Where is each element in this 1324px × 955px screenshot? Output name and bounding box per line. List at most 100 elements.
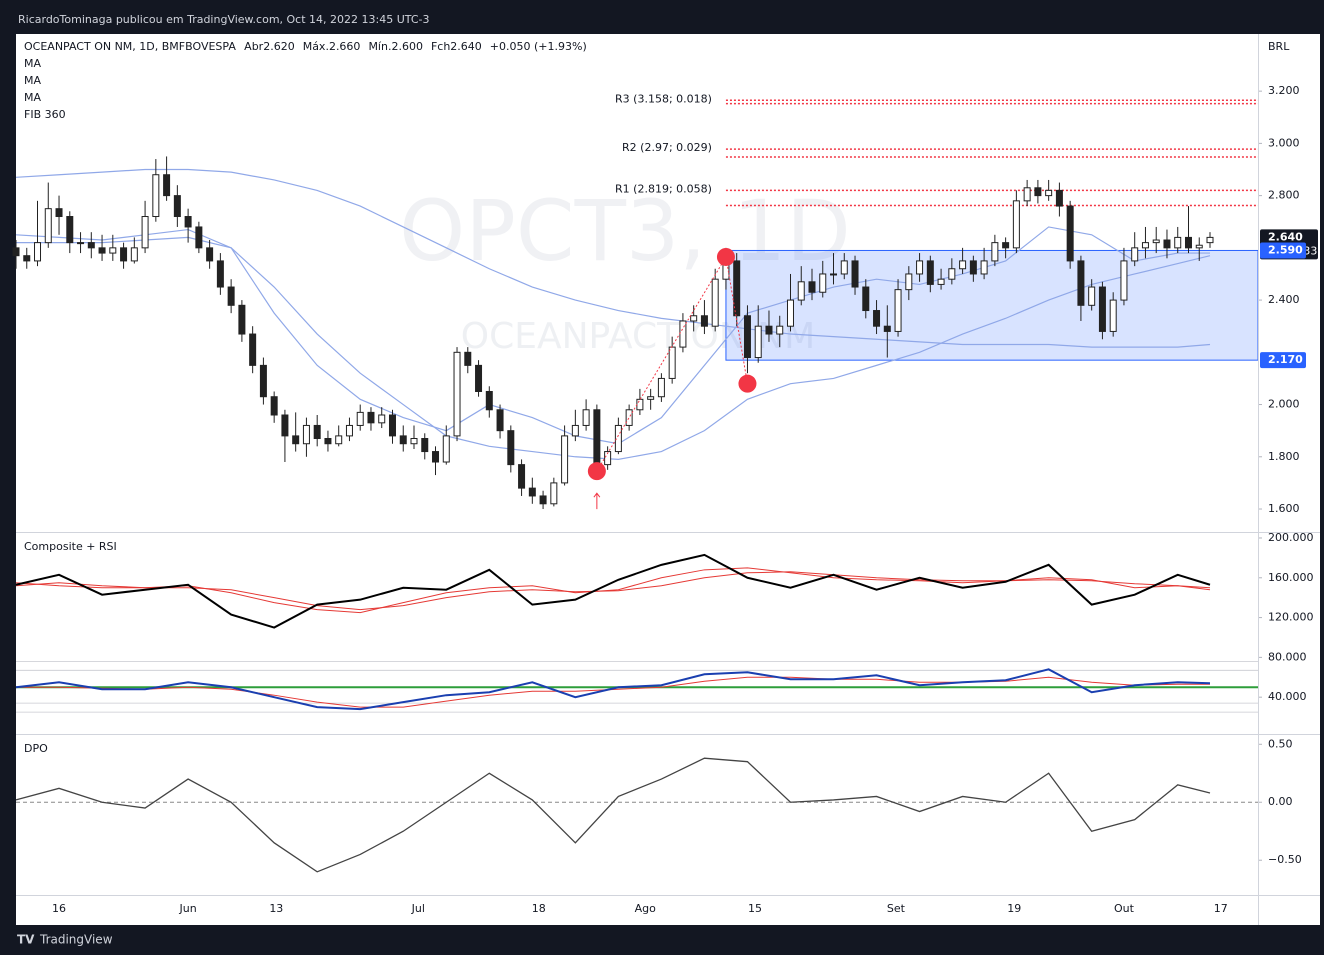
candle-body: [23, 255, 31, 262]
y-tick-label: 120.000: [1268, 611, 1314, 624]
candle-body: [1088, 286, 1096, 306]
x-tick-label: Jul: [411, 902, 425, 915]
candle-body: [1023, 187, 1031, 202]
y-tick-label: 3.200: [1268, 84, 1300, 97]
candle-body: [378, 414, 386, 424]
candle-body: [324, 438, 332, 445]
candle-body: [130, 247, 138, 262]
candle-body: [959, 260, 967, 270]
candle-body: [206, 247, 214, 262]
watermark: OPCT3, 1D: [399, 182, 851, 280]
candle-body: [432, 451, 440, 463]
candle-body: [507, 430, 515, 466]
candle-body: [840, 260, 848, 275]
candle-body: [873, 310, 881, 327]
candle-body: [1141, 242, 1149, 249]
y-tick-label: 1.800: [1268, 450, 1300, 463]
candle-body: [862, 286, 870, 312]
candle-body: [851, 260, 859, 288]
candle-body: [141, 216, 149, 249]
candle-body: [571, 424, 579, 437]
x-tick-label: 18: [532, 902, 546, 915]
candle-body: [1012, 200, 1020, 249]
candle-body: [668, 346, 676, 379]
candle-body: [12, 247, 20, 257]
pivot-marker: [716, 247, 735, 266]
candle-body: [991, 242, 999, 262]
candle-body: [44, 208, 52, 244]
candle-body: [109, 247, 117, 254]
candle-body: [550, 482, 558, 505]
candle-body: [733, 260, 741, 317]
indicator-label: MA: [24, 57, 41, 70]
last-price: 2.640: [1268, 230, 1303, 243]
indicator-label: FIB 360: [24, 108, 66, 121]
candle-body: [249, 333, 257, 366]
candle-body: [399, 435, 407, 445]
candle-body: [345, 424, 353, 437]
candle-body: [453, 351, 461, 437]
x-tick-label: Set: [887, 902, 906, 915]
candle-body: [754, 325, 762, 359]
candle-body: [195, 226, 203, 249]
candle-body: [765, 325, 773, 335]
candle-body: [830, 273, 838, 276]
indicator-label: MA: [24, 91, 41, 104]
candle-body: [1184, 236, 1192, 249]
candle-body: [216, 260, 224, 288]
candle-body: [1109, 299, 1117, 332]
candle-body: [87, 242, 95, 249]
candle-body: [259, 364, 267, 398]
indicator-label: MA: [24, 74, 41, 87]
candle-body: [485, 390, 493, 411]
high: Máx.2.660: [303, 40, 361, 53]
candle-body: [593, 409, 601, 466]
candle-body: [1045, 189, 1053, 197]
candle-body: [894, 289, 902, 332]
candle-body: [356, 411, 364, 426]
candle-body: [302, 424, 310, 445]
y-tick-label: 2.800: [1268, 189, 1300, 202]
y-tick-label: 0.50: [1268, 737, 1293, 750]
candle-body: [77, 242, 85, 245]
y-tick-label: 200.000: [1268, 531, 1314, 544]
candle-body: [120, 247, 128, 262]
legend-line: OCEANPACT ON NM, 1D, BMFBOVESPA Abr2.620 M…: [24, 40, 587, 53]
brand: TradingView: [39, 933, 113, 947]
y-tick-label: 1.600: [1268, 502, 1300, 515]
candle-body: [1206, 236, 1214, 244]
candle-body: [1077, 260, 1085, 306]
panel-title: Composite + RSI: [24, 540, 117, 553]
range-price: 2.590: [1268, 243, 1303, 256]
candle-body: [776, 325, 784, 335]
candle-body: [1120, 260, 1128, 301]
candle-body: [518, 464, 526, 489]
candle-body: [388, 414, 396, 437]
range-price-box: [1260, 352, 1306, 369]
x-tick-label: Jun: [179, 902, 197, 915]
y-tick-label: 80.000: [1268, 650, 1307, 663]
candle-body: [313, 424, 321, 440]
candle-body: [711, 278, 719, 327]
x-tick-label: 16: [52, 902, 66, 915]
candle-body: [152, 174, 160, 218]
candle-body: [916, 260, 924, 275]
range-box: [725, 249, 1259, 361]
x-tick-label: 15: [748, 902, 762, 915]
candle-body: [797, 281, 805, 301]
arrow: [593, 492, 601, 510]
indicator-line: [15, 567, 1211, 614]
candle-body: [980, 260, 988, 275]
symbol: OCEANPACT ON NM, 1D, BMFBOVESPA: [24, 40, 236, 53]
candle-body: [1066, 205, 1074, 262]
candle-body: [561, 435, 569, 484]
candle-body: [969, 260, 977, 275]
candle-body: [55, 208, 63, 218]
candle-body: [335, 435, 343, 445]
panel-title: DPO: [24, 742, 48, 755]
candle-body: [1055, 189, 1063, 207]
candle-body: [1152, 239, 1160, 244]
y-tick-label: 160.000: [1268, 571, 1314, 584]
x-tick-label: Out: [1114, 902, 1135, 915]
